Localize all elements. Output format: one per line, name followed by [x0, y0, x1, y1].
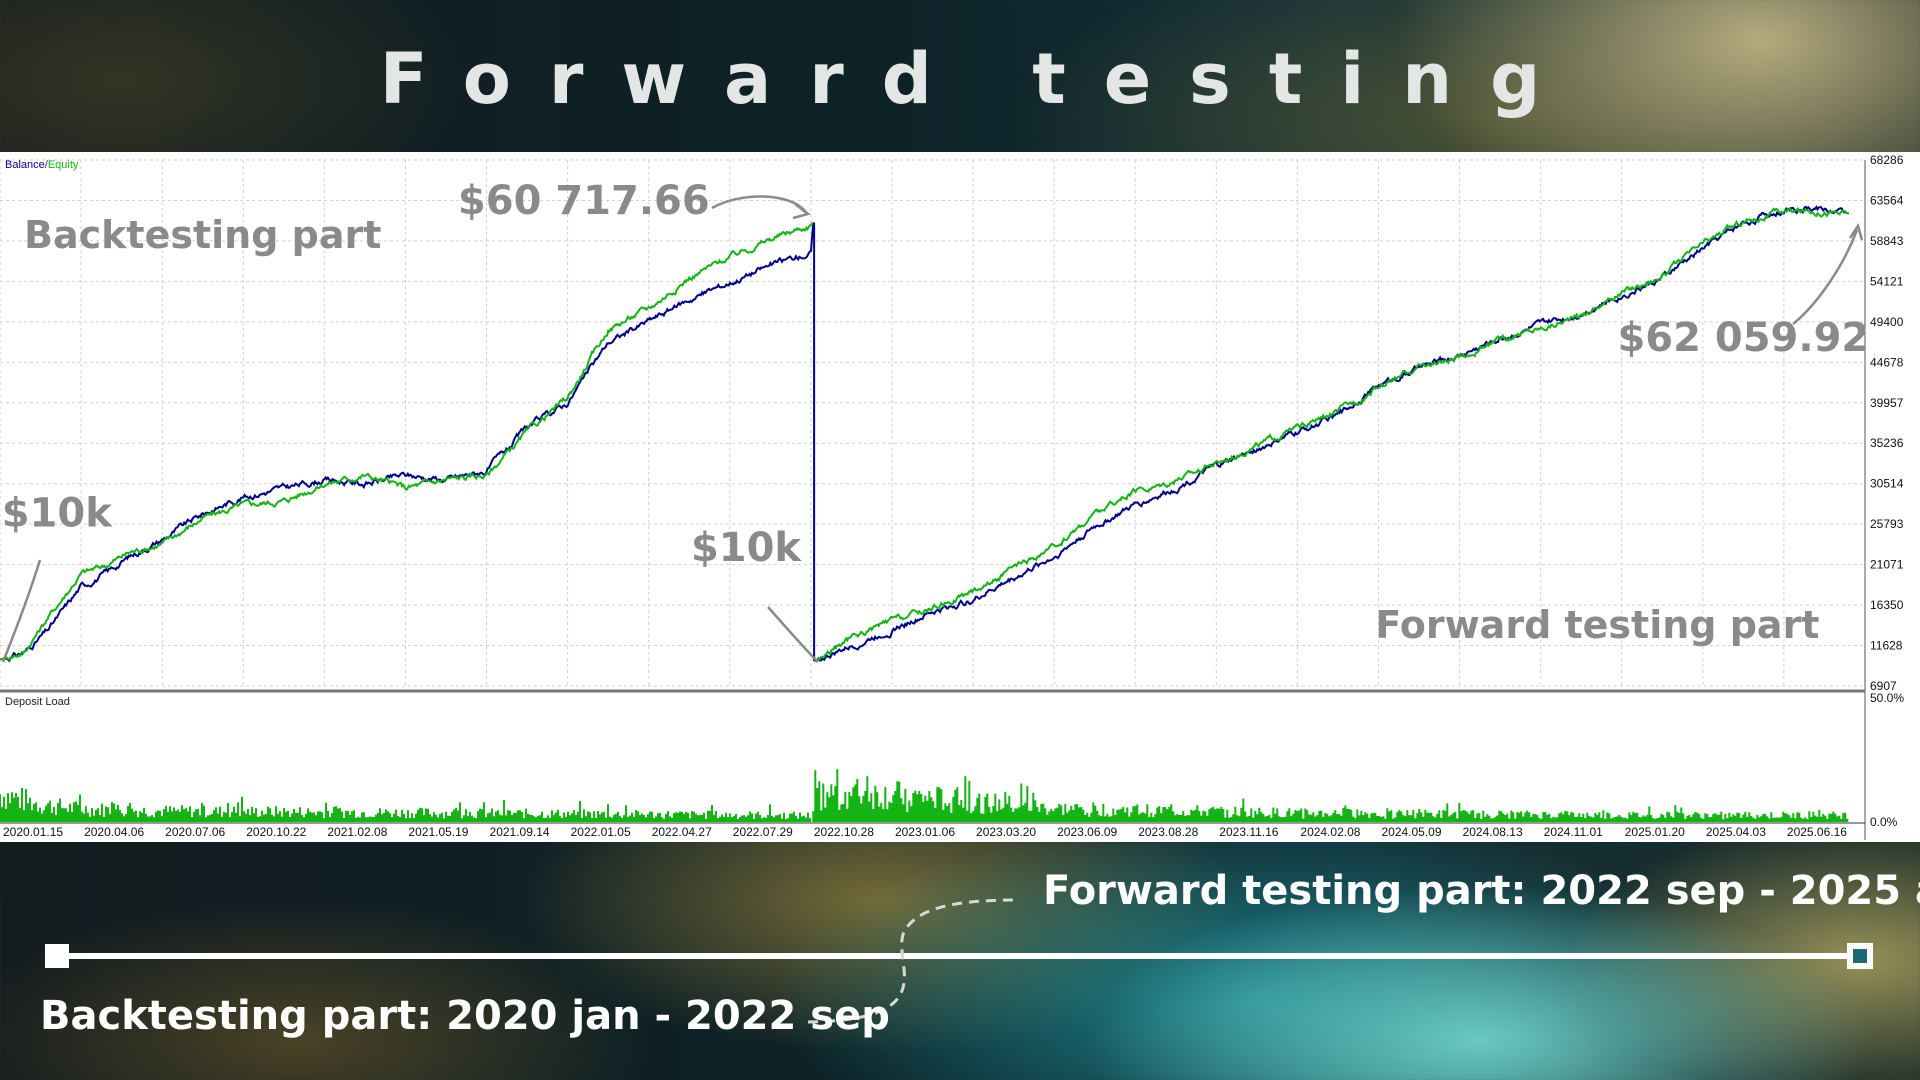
- arrow-to-backtest-start: [1, 559, 42, 663]
- axis-layer: 68286 63564 58843 54121 49400 44678 39957 35236…: [0, 153, 1904, 840]
- legend: Balance/Equity: [5, 159, 79, 171]
- x-tick-label: 2021.05.19: [408, 825, 468, 839]
- deposit-load-panel: [0, 769, 1849, 822]
- legend-separator: /: [45, 159, 49, 171]
- annotation-label: $10k: [691, 525, 802, 571]
- y-tick-label: 63564: [1870, 193, 1904, 207]
- y-tick-label: 44678: [1870, 355, 1904, 369]
- y-tick-label: 39957: [1870, 396, 1904, 410]
- x-tick-label: 2025.01.20: [1625, 825, 1685, 839]
- series-layer: [0, 204, 1849, 663]
- y-tick-label: 68286: [1870, 153, 1904, 167]
- chart-grid: [0, 159, 1866, 687]
- series-balance-backtest: [0, 222, 815, 663]
- load-tick-label: 50.0%: [1870, 691, 1904, 705]
- series-equity-backtest: [0, 221, 815, 662]
- y-tick-label: 35236: [1870, 436, 1904, 450]
- x-tick-label: 2021.02.08: [327, 825, 387, 839]
- arrow-to-forward-start: [767, 606, 819, 663]
- x-tick-label: 2023.01.06: [895, 825, 955, 839]
- backtest-period-label: Backtesting part: 2020 jan - 2022 sep: [40, 993, 890, 1039]
- annotation-label: $62 059.92: [1617, 315, 1869, 361]
- y-tick-label: 25793: [1870, 517, 1904, 531]
- x-tick-label: 2022.01.05: [571, 825, 631, 839]
- x-tick-label: 2025.06.16: [1787, 825, 1847, 839]
- y-tick-label: 6907: [1870, 679, 1897, 693]
- x-tick-label: 2022.10.28: [814, 825, 874, 839]
- y-tick-label: 54121: [1870, 274, 1904, 288]
- y-tick-label: 11628: [1870, 639, 1903, 653]
- deposit-load-bars-backtest: [0, 787, 811, 822]
- timeline: [45, 898, 1873, 1024]
- x-tick-label: 2021.09.14: [490, 825, 550, 839]
- x-tick-label: 2023.06.09: [1057, 825, 1117, 839]
- y-tick-label: 49400: [1870, 315, 1904, 329]
- balance-equity-chart: 68286 63564 58843 54121 49400 44678 39957 35236…: [0, 152, 1920, 842]
- x-tick-label: 2024.08.13: [1463, 825, 1523, 839]
- annotation-label: Forward testing part: [1375, 603, 1819, 647]
- arrow-to-forward-end: [1792, 229, 1859, 325]
- x-tick-label: 2023.11.16: [1219, 825, 1278, 839]
- y-tick-label: 58843: [1870, 234, 1904, 248]
- arrow-head: [792, 203, 811, 220]
- legend-balance: Balance: [5, 159, 45, 171]
- x-tick-label: 2025.04.03: [1706, 825, 1766, 839]
- x-tick-label: 2022.07.29: [733, 825, 793, 839]
- x-tick-label: 2024.02.08: [1300, 825, 1360, 839]
- x-tick-label: 2023.08.28: [1138, 825, 1198, 839]
- x-tick-label: 2020.01.15: [3, 825, 63, 839]
- x-tick-label: 2023.03.20: [976, 825, 1036, 839]
- timeline-connector: [807, 898, 1021, 1024]
- x-tick-label: 2022.04.27: [652, 825, 712, 839]
- y-tick-label: 21071: [1870, 558, 1904, 572]
- annotation-label: $60 717.66: [458, 178, 710, 224]
- series-balance-forward: [814, 204, 1849, 663]
- x-tick-label: 2020.10.22: [246, 825, 306, 839]
- annotation-layer: Backtesting part $60 717.66 $10k $10k Forwar…: [1, 178, 1869, 663]
- annotation-label: Backtesting part: [24, 213, 381, 257]
- y-tick-label: 30514: [1870, 477, 1904, 491]
- x-tick-label: 2020.07.06: [165, 825, 225, 839]
- y-tick-label: 16350: [1870, 598, 1904, 612]
- x-tick-label: 2020.04.06: [84, 825, 144, 839]
- legend-equity: Equity: [48, 159, 79, 171]
- forward-period-label: Forward testing part: 2022 sep - 2025 au…: [1043, 868, 1920, 914]
- annotation-label: $10k: [2, 491, 113, 537]
- x-tick-label: 2024.05.09: [1381, 825, 1441, 839]
- load-tick-label: 0.0%: [1870, 815, 1898, 829]
- chart-background: [0, 152, 1920, 842]
- timeline-start-handle[interactable]: [45, 944, 69, 968]
- timeline-end-handle-inner: [1853, 949, 1867, 963]
- page-title: Forward testing: [379, 38, 1579, 120]
- series-equity-forward: [814, 206, 1849, 663]
- deposit-load-label: Deposit Load: [5, 696, 70, 708]
- arrow-head: [1848, 223, 1864, 241]
- deposit-load-bars-forward: [812, 769, 1849, 822]
- x-tick-label: 2024.11.01: [1544, 825, 1603, 839]
